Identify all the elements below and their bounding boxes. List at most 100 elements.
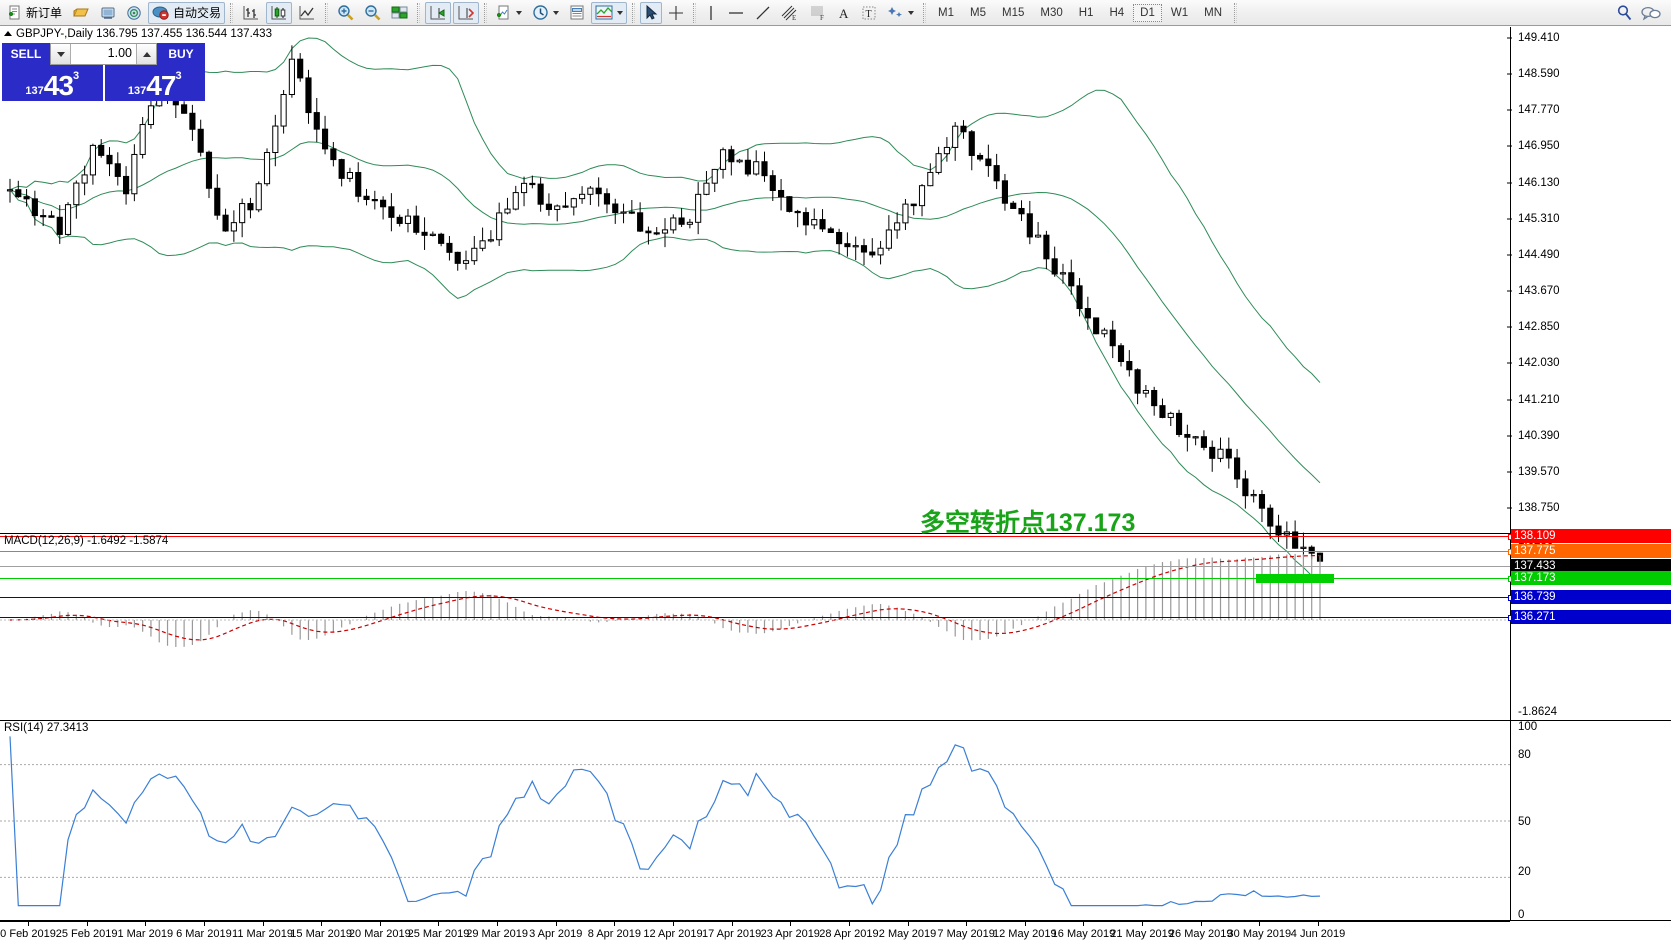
tile-windows-button[interactable]: [387, 2, 412, 24]
price-axis-tick: [1507, 326, 1512, 328]
take-profit-line[interactable]: [0, 615, 1514, 622]
collapse-triangle-icon[interactable]: [4, 31, 12, 36]
price-axis-label: 146.950: [1518, 140, 1560, 153]
chevron-down-icon: [56, 51, 65, 57]
price-axis-label: 138.750: [1518, 502, 1560, 514]
stop-loss-line-tag[interactable]: 138.109: [1511, 529, 1671, 544]
volume-decrease-button[interactable]: [51, 44, 71, 64]
timeframe-d1[interactable]: D1: [1133, 3, 1162, 22]
macd-histogram: [0, 553, 1510, 647]
terminal-button[interactable]: [96, 2, 120, 24]
template-chart-button[interactable]: [591, 1, 628, 24]
pivot-line-tag[interactable]: 137.173: [1511, 570, 1671, 585]
objects-button[interactable]: [883, 2, 918, 24]
rsi-line: [0, 736, 1510, 907]
hline-button[interactable]: [723, 2, 749, 24]
date-axis-label: 30 May 2019: [1227, 928, 1292, 940]
date-axis-tick: [1200, 921, 1202, 926]
candlestick-chart-button[interactable]: [266, 1, 293, 24]
timeframe-group: M1 M5 M15 M30 H1 H4 D1 W1 MN: [930, 3, 1230, 22]
chart-shift-icon: [429, 4, 447, 21]
current-price-line-tag[interactable]: 137.433: [1511, 559, 1671, 574]
cursor-button[interactable]: [640, 1, 663, 24]
ask-price-display[interactable]: 137 47 3: [104, 65, 205, 101]
text-icon: A: [837, 5, 851, 21]
autotrading-label: 自动交易: [173, 6, 222, 20]
svg-text:E: E: [792, 14, 796, 21]
text-label-button[interactable]: T: [857, 2, 881, 24]
date-axis-label: 12 May 2019: [993, 928, 1057, 940]
blue-level-line-tag[interactable]: 136.739: [1511, 589, 1671, 604]
buy-button[interactable]: BUY: [157, 43, 205, 65]
chat-icon[interactable]: [1641, 5, 1661, 21]
chevron-down-icon[interactable]: [553, 10, 560, 15]
one-click-trading-panel[interactable]: SELL 1.00 BUY 137 43 3 137 47 3: [2, 43, 205, 101]
timeframe-h4[interactable]: H4: [1109, 6, 1125, 19]
auto-scroll-button[interactable]: [453, 1, 480, 24]
navigator-button[interactable]: [122, 2, 146, 24]
search-icon[interactable]: [1616, 4, 1633, 21]
zoom-in-button[interactable]: [333, 2, 358, 24]
chart-shift-button[interactable]: [425, 1, 452, 24]
chevron-down-icon[interactable]: [908, 10, 915, 15]
new-order-button[interactable]: 新订单: [3, 2, 66, 24]
date-axis-tick: [614, 921, 616, 926]
timeframe-mn[interactable]: MN: [1204, 6, 1222, 19]
templates-button[interactable]: [565, 2, 589, 24]
ask-price-fraction: 3: [175, 70, 182, 82]
ask-price-main: 47: [146, 70, 176, 101]
chevron-down-icon[interactable]: [617, 10, 624, 15]
volume-input[interactable]: 1.00: [71, 44, 136, 64]
price-axis-tick: [1507, 182, 1512, 184]
price-axis-label: 147.770: [1518, 104, 1560, 117]
date-axis-label: 4 Jun 2019: [1290, 928, 1346, 940]
equidistant-channel-button[interactable]: E: [777, 2, 803, 24]
price-axis-tick: [1507, 399, 1512, 401]
autotrading-button[interactable]: 自动交易: [148, 1, 226, 24]
text-button[interactable]: A: [833, 2, 855, 24]
timeframe-m30[interactable]: M30: [1040, 6, 1063, 19]
new-order-icon: [7, 5, 23, 21]
orange-level-line-tag[interactable]: 137.775: [1511, 543, 1671, 558]
indicators-button[interactable]: [492, 2, 526, 24]
volume-stepper[interactable]: 1.00: [50, 43, 157, 65]
line-chart-button[interactable]: [294, 2, 320, 24]
timeframe-m5[interactable]: M5: [970, 6, 986, 19]
fibonacci-button[interactable]: F: [805, 2, 831, 24]
bid-price-display[interactable]: 137 43 3: [2, 65, 103, 101]
orange-level-line[interactable]: [0, 548, 1514, 555]
date-axis-label: 12 Apr 2019: [643, 928, 703, 940]
bar-chart-button[interactable]: [238, 2, 264, 24]
chevron-down-icon[interactable]: [516, 10, 523, 15]
tile-windows-icon: [391, 5, 408, 20]
clock-icon: [532, 4, 549, 21]
take-profit-line-tag[interactable]: 136.271: [1511, 610, 1671, 625]
chart-annotation-label[interactable]: 多空转折点137.173: [920, 509, 1136, 537]
timeframe-w1[interactable]: W1: [1170, 6, 1189, 19]
zoom-out-button[interactable]: [360, 2, 385, 24]
chart-area[interactable]: 149.410 148.590 147.770 146.950 146.130 145.3…: [0, 27, 1671, 947]
trendline-button[interactable]: [751, 2, 775, 24]
volume-increase-button[interactable]: [136, 44, 156, 64]
date-axis[interactable]: 0 Feb 2019 25 Feb 2019 1 Mar 2019 6 Mar 201…: [0, 921, 1671, 947]
data-folder-button[interactable]: [68, 2, 94, 24]
sell-button[interactable]: SELL: [2, 43, 50, 65]
timeframe-m1[interactable]: M1: [938, 6, 955, 19]
current-price-line[interactable]: [0, 566, 1510, 568]
crosshair-button[interactable]: [664, 2, 688, 24]
price-axis-label: 145.310: [1518, 212, 1560, 225]
zoom-in-icon: [337, 4, 354, 21]
chart-canvas[interactable]: [0, 27, 1671, 947]
auto-scroll-icon: [457, 4, 475, 21]
timeframe-h1[interactable]: H1: [1078, 6, 1094, 19]
rsi-axis-label: 20: [1518, 866, 1531, 878]
period-button[interactable]: [528, 2, 563, 24]
vline-button[interactable]: [701, 2, 721, 24]
price-axis-label: 142.850: [1518, 321, 1560, 334]
price-axis-label: 144.490: [1518, 248, 1560, 261]
price-axis-label: 139.570: [1518, 465, 1560, 478]
timeframe-m15[interactable]: M15: [1002, 6, 1025, 19]
blue-level-line[interactable]: [0, 594, 1514, 601]
stop-loss-line[interactable]: [0, 534, 1514, 541]
date-axis-label: 7 May 2019: [937, 928, 995, 940]
